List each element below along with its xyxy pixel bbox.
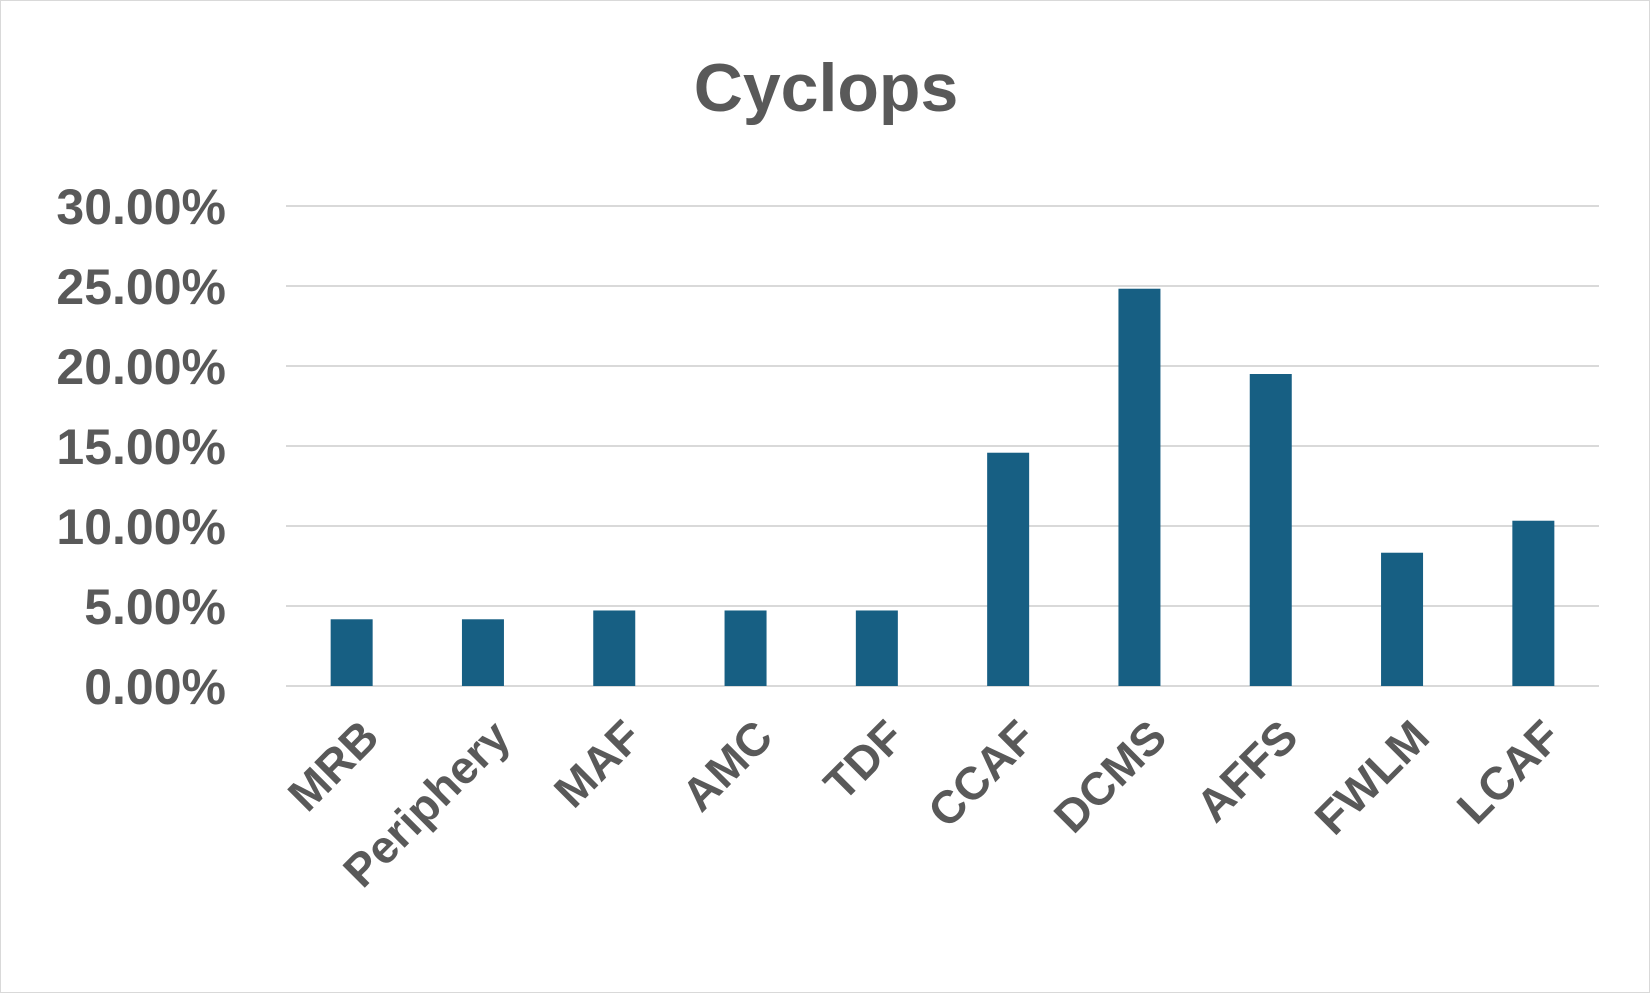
x-tick-label: TDF (814, 710, 914, 810)
y-axis-ticks: 0.00% 5.00% 10.00% 15.00% 20.00% 25.00% 30.00% (56, 179, 226, 715)
bar (724, 610, 767, 686)
y-tick-label: 0.00% (84, 659, 226, 715)
bar (330, 619, 373, 686)
x-tick-label: FWLM (1305, 710, 1439, 844)
bar (1118, 288, 1161, 686)
chart-title: Cyclops (694, 50, 959, 126)
gridlines (286, 205, 1599, 687)
y-tick-label: 15.00% (56, 419, 226, 475)
y-tick-label: 5.00% (84, 579, 226, 635)
x-tick-label: MAF (544, 710, 651, 817)
x-tick-label: LCAF (1447, 710, 1570, 833)
bar (1249, 374, 1292, 686)
bar (1381, 552, 1424, 686)
bars (330, 288, 1555, 686)
bar (593, 610, 636, 686)
bar (855, 610, 898, 686)
y-tick-label: 20.00% (56, 339, 226, 395)
x-tick-label: DCMS (1044, 710, 1177, 843)
y-tick-label: 30.00% (56, 179, 226, 235)
x-tick-label: AMC (672, 710, 783, 821)
y-tick-label: 25.00% (56, 259, 226, 315)
bar (1512, 520, 1555, 686)
x-tick-label: CCAF (918, 710, 1045, 837)
x-tick-label: MRB (278, 710, 389, 821)
bar (987, 452, 1030, 686)
x-tick-label: AFFS (1186, 710, 1308, 832)
bar (461, 619, 504, 686)
y-tick-label: 10.00% (56, 499, 226, 555)
